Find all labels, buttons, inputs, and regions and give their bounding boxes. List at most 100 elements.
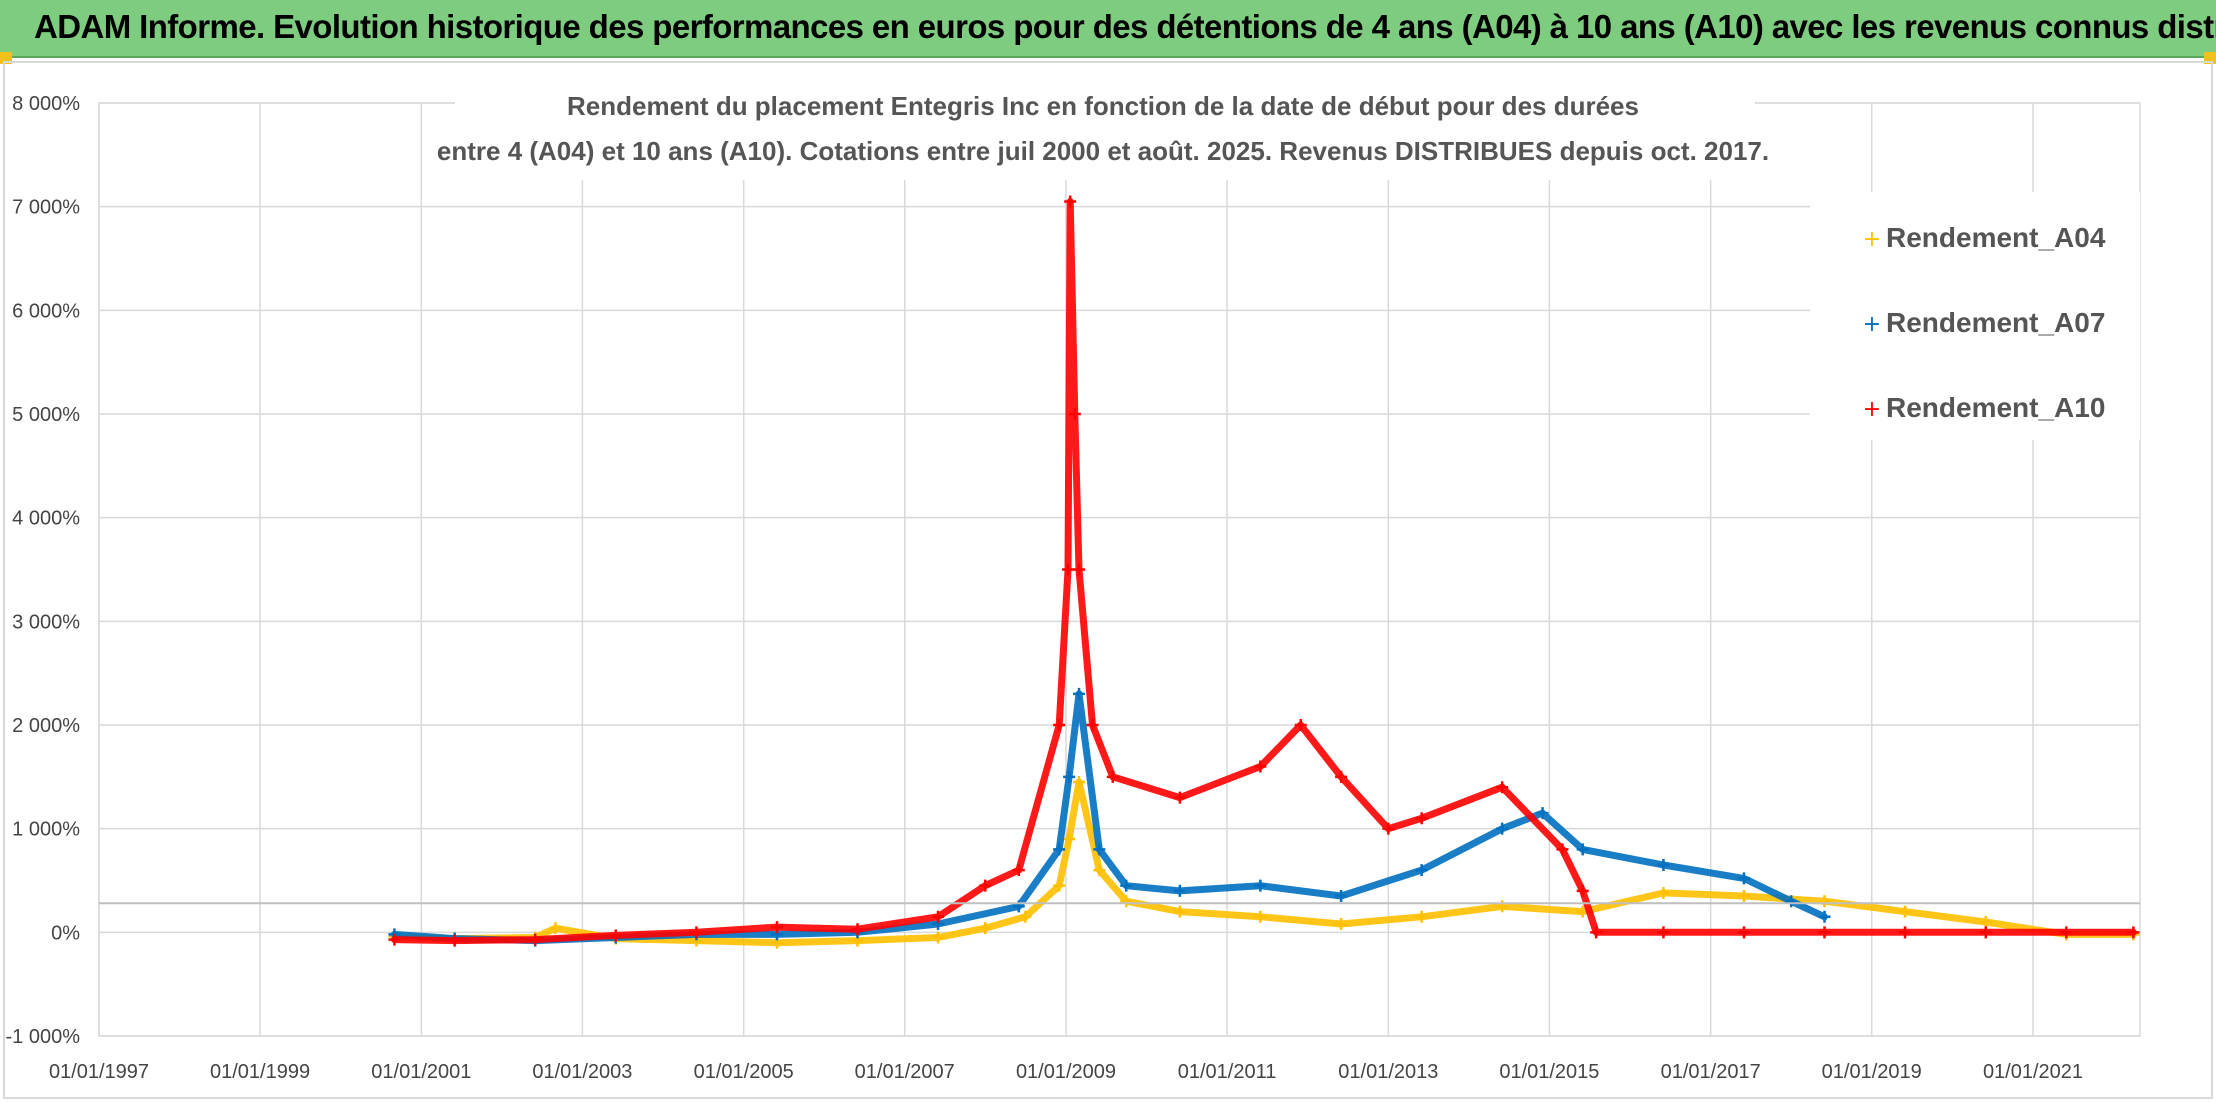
series-Rendement_A10 xyxy=(388,195,2140,947)
data-point xyxy=(1294,719,1307,731)
x-tick-label: 01/01/2001 xyxy=(371,1061,471,1083)
data-point xyxy=(1899,926,1912,939)
chart-title-line-2: entre 4 (A04) et 10 ans (A10). Cotations… xyxy=(437,136,1769,166)
data-point xyxy=(851,923,864,936)
data-point xyxy=(1254,760,1267,773)
data-point xyxy=(1073,776,1086,789)
data-point xyxy=(932,910,945,923)
data-point xyxy=(1737,872,1750,885)
x-tick-label: 01/01/2019 xyxy=(1822,1061,1922,1083)
data-point xyxy=(1173,791,1186,804)
y-tick-label: 4 000% xyxy=(12,508,80,530)
data-point xyxy=(1818,910,1831,923)
x-tick-label: 01/01/1997 xyxy=(49,1061,149,1083)
data-point xyxy=(1415,812,1428,825)
y-tick-label: 7 000% xyxy=(12,197,80,219)
legend-label-a07: Rendement_A07 xyxy=(1886,307,2105,338)
data-point xyxy=(1173,884,1186,897)
x-tick-label: 01/01/2021 xyxy=(1983,1061,2083,1083)
x-tick-label: 01/01/2007 xyxy=(855,1061,955,1083)
data-point xyxy=(1576,843,1589,856)
data-point xyxy=(1012,864,1025,877)
series-Rendement_A04 xyxy=(388,776,2140,949)
data-point xyxy=(529,933,542,946)
data-point xyxy=(1093,843,1106,856)
data-point xyxy=(1173,905,1186,918)
data-point xyxy=(1064,195,1077,208)
chart-title-line-1: Rendement du placement Entegris Inc en f… xyxy=(567,91,1639,121)
data-point xyxy=(1335,918,1348,931)
data-point xyxy=(979,922,992,935)
data-point xyxy=(1073,687,1086,700)
data-point xyxy=(549,922,562,935)
data-series xyxy=(388,195,2140,949)
series-trace xyxy=(390,198,2137,945)
x-tick-label: 01/01/2009 xyxy=(1016,1061,1116,1083)
data-point xyxy=(1590,926,1603,939)
data-point xyxy=(1068,408,1081,420)
report-banner-title: ADAM Informe. Evolution historique des p… xyxy=(34,8,2216,45)
data-point xyxy=(1657,926,1670,939)
data-point xyxy=(1053,843,1066,856)
data-point xyxy=(1657,858,1670,871)
data-point xyxy=(1120,895,1133,908)
x-tick-label: 01/01/2017 xyxy=(1661,1061,1761,1083)
y-tick-label: 3 000% xyxy=(12,611,80,633)
data-point xyxy=(1737,890,1750,903)
x-tick-label: 01/01/1999 xyxy=(210,1061,310,1083)
gridlines xyxy=(98,102,2141,1037)
x-tick-label: 01/01/2011 xyxy=(1178,1061,1277,1083)
legend-marker-a07: + xyxy=(1863,312,1881,337)
data-point xyxy=(1063,770,1076,783)
data-point xyxy=(1536,807,1549,820)
data-point xyxy=(1785,895,1798,908)
x-tick-label: 01/01/2013 xyxy=(1338,1061,1438,1083)
data-point xyxy=(1818,926,1831,939)
legend: + Rendement_A04 + Rendement_A07 + Rendem… xyxy=(1863,222,2106,423)
legend-label-a04: Rendement_A04 xyxy=(1886,222,2106,253)
data-point xyxy=(1019,910,1032,923)
data-point xyxy=(1496,900,1509,913)
data-point xyxy=(1496,781,1509,794)
data-point xyxy=(1818,895,1831,908)
x-tick-label: 01/01/2003 xyxy=(532,1061,632,1083)
legend-marker-a10: + xyxy=(1863,397,1881,422)
data-point xyxy=(979,879,992,892)
data-point xyxy=(1335,770,1348,783)
data-point xyxy=(1093,864,1106,877)
data-point xyxy=(1106,770,1119,783)
data-point xyxy=(2127,926,2140,939)
data-point xyxy=(1657,886,1670,899)
chart-area-border xyxy=(3,61,2213,1099)
data-point xyxy=(1737,926,1750,939)
data-point xyxy=(1576,884,1589,897)
data-point xyxy=(1496,822,1509,835)
x-axis: 01/01/1997 01/01/1999 01/01/2001 01/01/2003… xyxy=(49,1061,2083,1083)
data-point xyxy=(1415,910,1428,923)
y-tick-label: 8 000% xyxy=(12,93,80,115)
chart-title-background xyxy=(455,86,1755,180)
series-trace xyxy=(390,778,2137,947)
data-point xyxy=(1382,822,1395,835)
data-point xyxy=(1556,843,1569,856)
data-point xyxy=(770,921,783,934)
report-banner: ADAM Informe. Evolution historique des p… xyxy=(0,0,2216,58)
data-point xyxy=(1063,833,1076,846)
y-tick-label: 6 000% xyxy=(12,300,80,322)
data-point xyxy=(1053,879,1066,892)
data-point xyxy=(1073,563,1086,576)
data-point xyxy=(2060,926,2073,939)
data-point xyxy=(1254,910,1267,923)
data-point xyxy=(388,933,401,946)
data-point xyxy=(1053,719,1066,731)
data-point xyxy=(690,926,703,939)
data-point xyxy=(1979,926,1992,939)
data-point xyxy=(609,929,622,942)
data-point xyxy=(1335,890,1348,903)
y-tick-label: 1 000% xyxy=(12,819,80,841)
y-tick-label: 0% xyxy=(51,922,80,944)
data-point xyxy=(1899,905,1912,918)
data-point xyxy=(932,931,945,944)
y-tick-label: -1 000% xyxy=(6,1026,81,1048)
